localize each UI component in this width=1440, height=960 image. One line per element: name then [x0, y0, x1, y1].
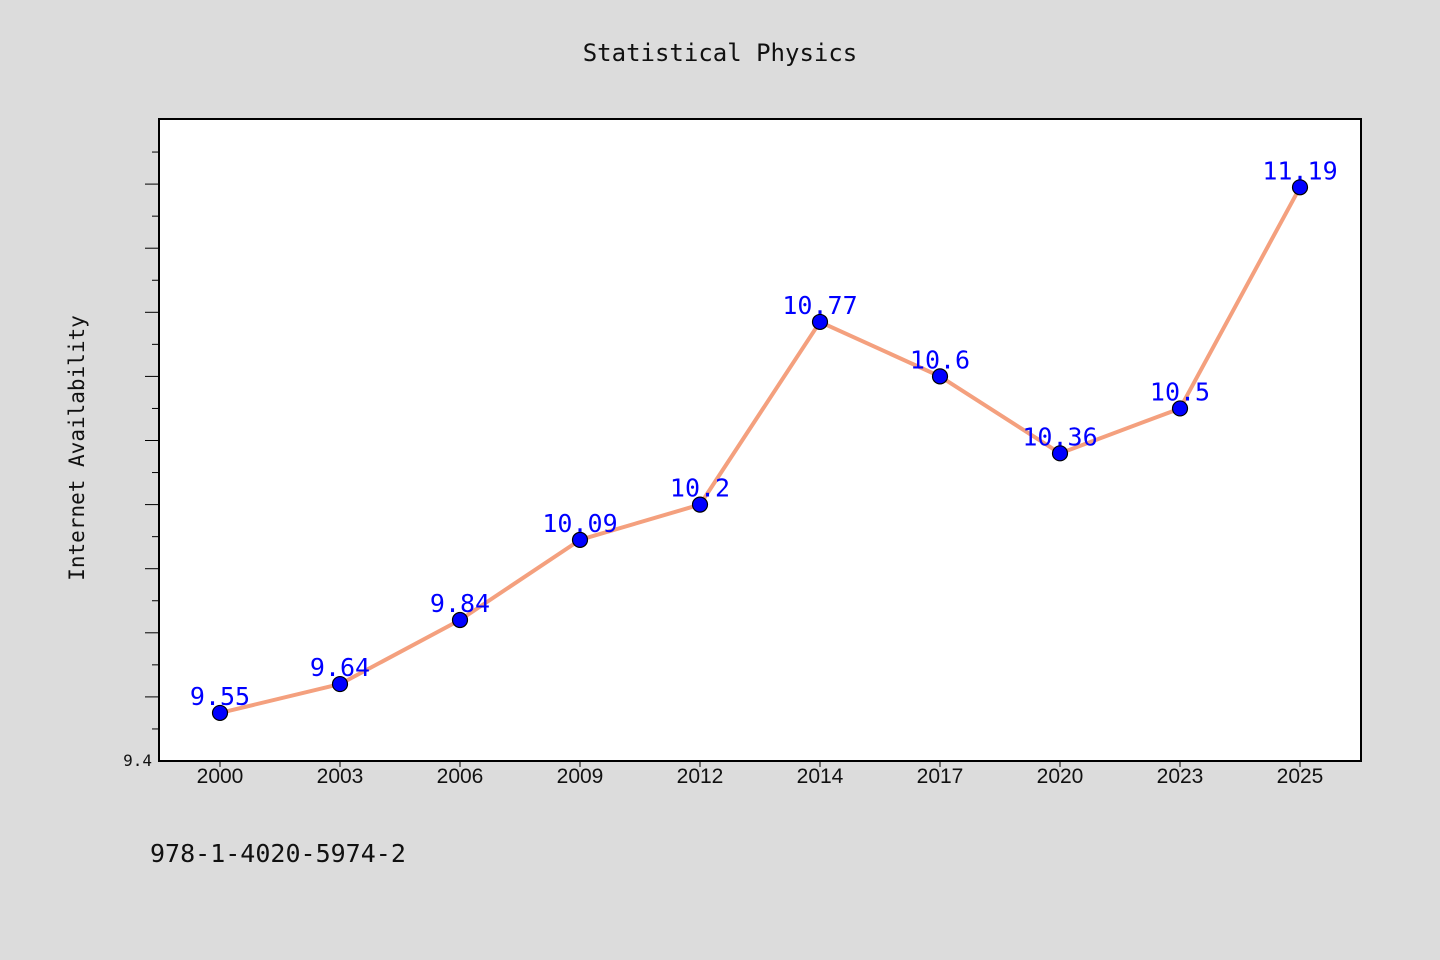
x-tick-label: 2023	[1157, 765, 1204, 788]
data-label: 10.09	[542, 509, 617, 538]
data-label: 10.5	[1150, 377, 1210, 406]
data-point	[1291, 179, 1309, 196]
data-label: 9.55	[190, 682, 250, 711]
x-tick-label: 2012	[677, 765, 724, 788]
data-label: 10.2	[670, 474, 730, 503]
data-point	[1051, 445, 1069, 462]
data-point	[451, 611, 469, 629]
chart-title: Statistical Physics	[583, 39, 858, 67]
y-axis-ticks	[145, 151, 159, 730]
data-point	[211, 704, 229, 722]
x-tick-label: 2020	[1037, 765, 1084, 788]
data-label: 11.19	[1262, 156, 1337, 185]
y-tick-label: 9.4	[123, 751, 152, 770]
data-label: 10.77	[782, 291, 857, 320]
data-label: 9.84	[430, 589, 490, 618]
x-tick-label: 2006	[437, 765, 484, 788]
data-point	[571, 531, 589, 548]
series-line	[218, 185, 1302, 715]
data-point	[931, 368, 949, 385]
x-tick-label: 2003	[317, 765, 364, 788]
data-labels: 9.55 9.64 9.84 10.09 10.2 10.77 10.6 10.36 10.5 1…	[190, 156, 1338, 711]
y-axis-label: Internet Availability	[65, 315, 89, 581]
data-point	[691, 496, 709, 513]
data-label: 9.64	[310, 653, 370, 682]
data-point	[811, 313, 829, 331]
x-tick-label: 2014	[797, 765, 844, 788]
x-axis-tick-labels: 2000 2003 2006 2009 2012 2014 2017 2020 2023 2025	[197, 761, 1324, 788]
x-tick-label: 2000	[197, 765, 244, 788]
data-markers	[211, 179, 1309, 722]
data-label: 10.36	[1022, 422, 1097, 451]
x-tick-label: 2017	[917, 765, 964, 788]
plot-area	[158, 118, 1362, 762]
isbn-text: 978-1-4020-5974-2	[150, 839, 406, 868]
data-point	[1171, 400, 1189, 417]
x-tick-label: 2009	[557, 765, 604, 788]
data-label: 10.6	[910, 345, 970, 374]
data-point	[331, 675, 349, 693]
x-tick-label: 2025	[1277, 765, 1324, 788]
